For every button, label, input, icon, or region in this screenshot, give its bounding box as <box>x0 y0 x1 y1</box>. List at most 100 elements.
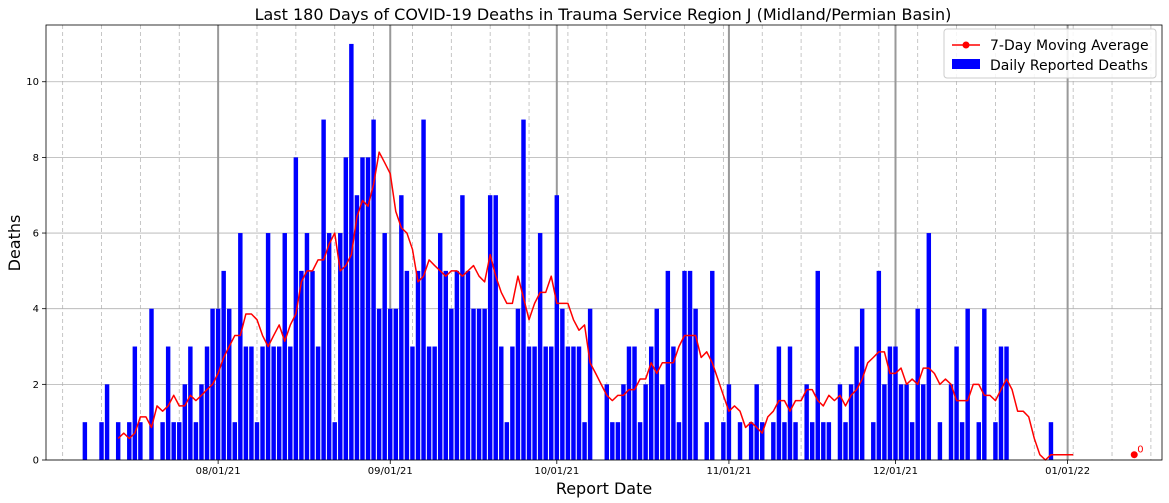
bar <box>721 422 726 460</box>
bar <box>737 422 743 460</box>
legend-line-marker <box>962 41 970 49</box>
bar <box>321 119 326 460</box>
bar <box>632 346 637 460</box>
bar <box>193 422 199 460</box>
bar <box>771 422 776 460</box>
bar-series <box>82 43 1054 461</box>
bar <box>643 384 648 460</box>
bar <box>809 422 815 460</box>
bar <box>693 308 698 460</box>
bar <box>626 346 632 460</box>
legend-line-label: 7-Day Moving Average <box>990 38 1149 54</box>
bar <box>160 422 165 460</box>
bar <box>149 308 154 460</box>
bar <box>465 270 471 460</box>
annotation-marker <box>1130 451 1138 459</box>
bar <box>954 346 959 460</box>
bar <box>843 422 848 460</box>
bar <box>815 270 820 460</box>
bar <box>499 346 504 460</box>
bar <box>243 346 249 460</box>
bar <box>221 270 226 460</box>
bar <box>804 384 809 460</box>
bar <box>565 346 571 460</box>
bar <box>399 195 404 460</box>
bar <box>310 270 315 460</box>
line-series <box>117 151 1074 461</box>
bar <box>521 119 526 460</box>
bar <box>1004 346 1009 460</box>
bar <box>837 384 843 460</box>
bar <box>754 384 759 460</box>
bar <box>421 119 426 460</box>
y-tick-label: 0 <box>33 456 39 467</box>
bar <box>726 384 732 460</box>
x-tick-label: 09/01/21 <box>368 466 413 477</box>
bar <box>748 422 754 460</box>
bar <box>354 195 360 460</box>
bar <box>821 422 826 460</box>
bar <box>182 384 188 460</box>
bar <box>549 346 554 460</box>
y-tick-label: 4 <box>33 304 39 315</box>
bar <box>382 233 387 460</box>
bar <box>898 384 904 460</box>
x-tick-label: 12/01/21 <box>873 466 918 477</box>
legend-box <box>943 28 1157 79</box>
bar <box>432 346 437 460</box>
bar <box>338 233 343 460</box>
bar <box>610 422 615 460</box>
bar <box>127 422 132 460</box>
bar <box>393 308 399 460</box>
chart-title: Last 180 Days of COVID-19 Deaths in Trau… <box>255 5 952 24</box>
bar <box>532 346 537 460</box>
bar <box>443 270 448 460</box>
bar <box>554 195 560 460</box>
bar <box>493 195 498 460</box>
annotations: 0 <box>1130 445 1144 459</box>
bar <box>215 308 221 460</box>
bar <box>404 270 410 460</box>
bar <box>365 157 371 461</box>
bar <box>604 384 609 460</box>
bar <box>937 422 943 460</box>
y-axis-ticks: 0 2 4 6 8 10 <box>26 77 46 467</box>
bar <box>998 346 1004 460</box>
legend: 7-Day Moving Average Daily Reported Deat… <box>943 28 1157 79</box>
bar <box>704 422 709 460</box>
bar <box>959 422 965 460</box>
bar <box>854 346 859 460</box>
bar <box>426 346 432 460</box>
bar <box>993 422 998 460</box>
bar <box>982 308 987 460</box>
x-tick-label: 11/01/21 <box>706 466 751 477</box>
bar <box>876 270 882 460</box>
bar <box>360 157 365 461</box>
bar <box>104 384 110 460</box>
bar <box>965 308 970 460</box>
bar <box>782 422 787 460</box>
bar <box>921 384 926 460</box>
bar <box>637 422 643 460</box>
y-tick-label: 8 <box>33 153 39 164</box>
bar <box>437 233 443 460</box>
bar <box>165 346 171 460</box>
bar <box>909 422 915 460</box>
bar <box>893 346 898 460</box>
bar <box>848 384 854 460</box>
bar <box>199 384 204 460</box>
bar <box>227 308 232 460</box>
bar <box>654 308 659 460</box>
bar <box>615 422 621 460</box>
bar <box>648 346 654 460</box>
bar <box>926 233 932 460</box>
x-tick-label: 01/01/22 <box>1045 466 1090 477</box>
y-tick-label: 6 <box>33 229 39 240</box>
bar <box>1048 422 1054 460</box>
bar <box>188 346 193 460</box>
bar <box>326 233 332 460</box>
bar <box>260 346 265 460</box>
bar <box>587 308 593 460</box>
bar <box>776 346 782 460</box>
bar <box>332 422 337 460</box>
